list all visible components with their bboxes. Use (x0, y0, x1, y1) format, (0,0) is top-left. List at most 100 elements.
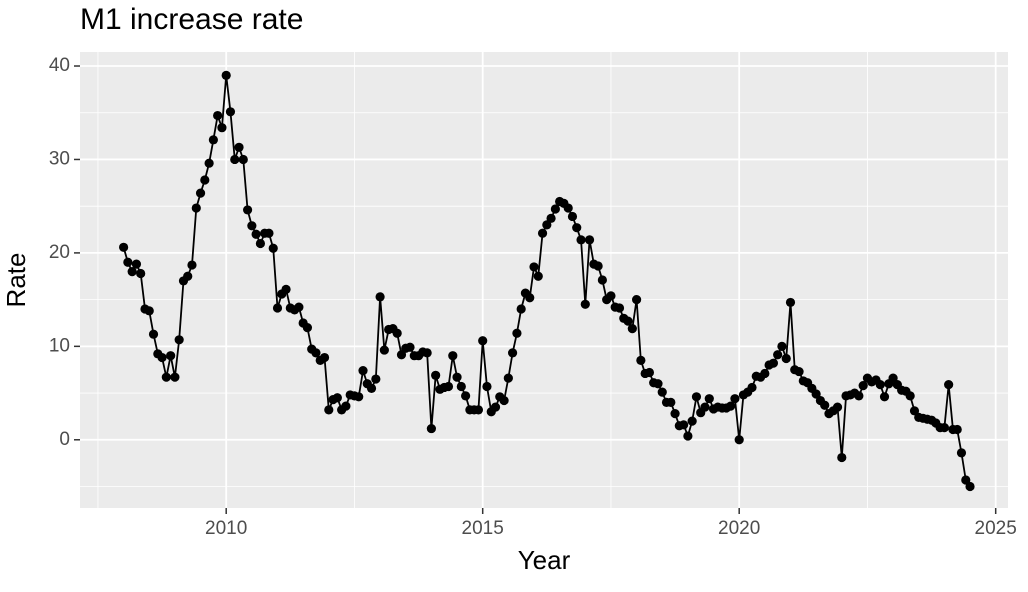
y-tick-label: 10 (49, 335, 70, 356)
data-point (704, 394, 714, 404)
data-point (371, 374, 381, 384)
data-point (631, 295, 642, 305)
data-point (452, 372, 462, 382)
data-point (683, 431, 693, 441)
data-point (670, 409, 680, 419)
data-point (247, 221, 257, 231)
data-point (281, 284, 291, 294)
data-point (191, 203, 201, 213)
data-point (213, 110, 223, 121)
data-point (230, 154, 240, 165)
data-point (888, 373, 898, 383)
data-point (730, 394, 740, 404)
data-point (687, 416, 697, 426)
data-point (576, 235, 586, 245)
data-point (379, 345, 389, 355)
data-point (854, 391, 864, 401)
data-point (747, 382, 757, 393)
data-point (123, 257, 133, 267)
data-point (456, 381, 466, 392)
data-point (358, 366, 368, 376)
data-point (944, 380, 954, 390)
data-point (512, 328, 522, 338)
data-point (580, 299, 590, 309)
data-point (525, 293, 535, 303)
data-point (956, 448, 967, 458)
y-tick-label: 30 (49, 148, 70, 169)
x-tick-label: 2010 (205, 518, 247, 539)
data-point (700, 402, 710, 412)
data-point (294, 302, 304, 312)
data-point (837, 452, 847, 463)
data-point (375, 292, 385, 302)
data-point (627, 323, 637, 334)
data-point (503, 373, 513, 383)
data-point (242, 205, 253, 215)
data-point (478, 336, 488, 346)
y-axis-label: Rate (1, 253, 31, 308)
data-point (909, 406, 920, 416)
x-tick-label: 2015 (462, 518, 504, 539)
data-point (238, 154, 248, 165)
data-point (234, 142, 244, 152)
data-point (482, 381, 492, 392)
data-point (324, 405, 334, 415)
data-point (777, 341, 787, 351)
data-point (251, 229, 261, 239)
data-point (820, 400, 830, 410)
data-point (760, 368, 770, 379)
data-point (939, 423, 949, 433)
data-point (319, 352, 330, 363)
y-tick-label: 20 (49, 242, 70, 263)
data-point (679, 420, 689, 430)
data-point (366, 383, 377, 393)
data-point (636, 355, 646, 365)
data-point (208, 135, 218, 145)
data-point (773, 350, 783, 360)
data-point (217, 123, 227, 133)
data-point (653, 379, 663, 389)
data-point (431, 370, 441, 380)
data-point (537, 228, 548, 238)
data-point (166, 351, 176, 361)
data-point (811, 389, 821, 399)
data-point (422, 348, 432, 358)
data-point (183, 271, 193, 281)
data-point (508, 348, 518, 358)
data-point (606, 291, 616, 301)
data-point (490, 402, 501, 412)
data-point (127, 266, 137, 277)
data-point (623, 316, 633, 326)
data-point (516, 304, 526, 314)
data-point (461, 391, 471, 401)
data-point (302, 323, 313, 333)
data-point (550, 204, 560, 214)
data-point (426, 423, 436, 434)
data-point (593, 261, 603, 271)
data-point (341, 401, 351, 411)
data-point (794, 366, 804, 377)
data-point (961, 475, 971, 485)
data-point (272, 303, 283, 313)
data-point (448, 351, 458, 361)
chart-title: M1 increase rate (80, 3, 303, 36)
data-point (905, 391, 915, 401)
y-tick-label: 40 (49, 55, 70, 76)
data-point (542, 220, 552, 230)
data-point (392, 328, 402, 338)
data-point (396, 350, 407, 360)
data-point (768, 358, 779, 368)
data-point (170, 372, 180, 382)
data-point (268, 243, 278, 253)
x-tick-label: 2020 (718, 518, 760, 539)
data-point (200, 175, 210, 185)
data-point (879, 392, 890, 402)
data-point (255, 238, 266, 249)
data-point (264, 228, 274, 238)
data-point (785, 297, 796, 308)
data-point (614, 303, 625, 313)
x-axis-label: Year (518, 545, 571, 575)
data-point (148, 329, 159, 339)
data-point (734, 435, 744, 445)
